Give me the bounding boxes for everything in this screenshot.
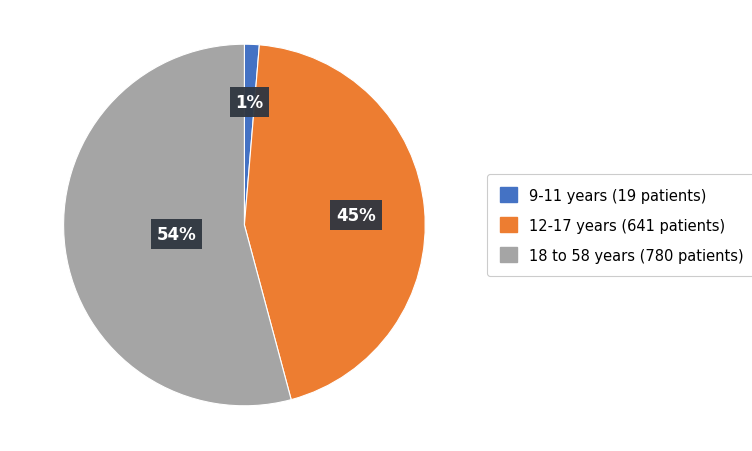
Text: 1%: 1% [235, 94, 263, 112]
Wedge shape [244, 46, 425, 400]
Text: 54%: 54% [156, 226, 196, 244]
Text: 45%: 45% [336, 207, 376, 225]
Wedge shape [244, 45, 259, 226]
Wedge shape [64, 45, 291, 406]
Legend: 9-11 years (19 patients), 12-17 years (641 patients), 18 to 58 years (780 patien: 9-11 years (19 patients), 12-17 years (6… [487, 175, 752, 276]
